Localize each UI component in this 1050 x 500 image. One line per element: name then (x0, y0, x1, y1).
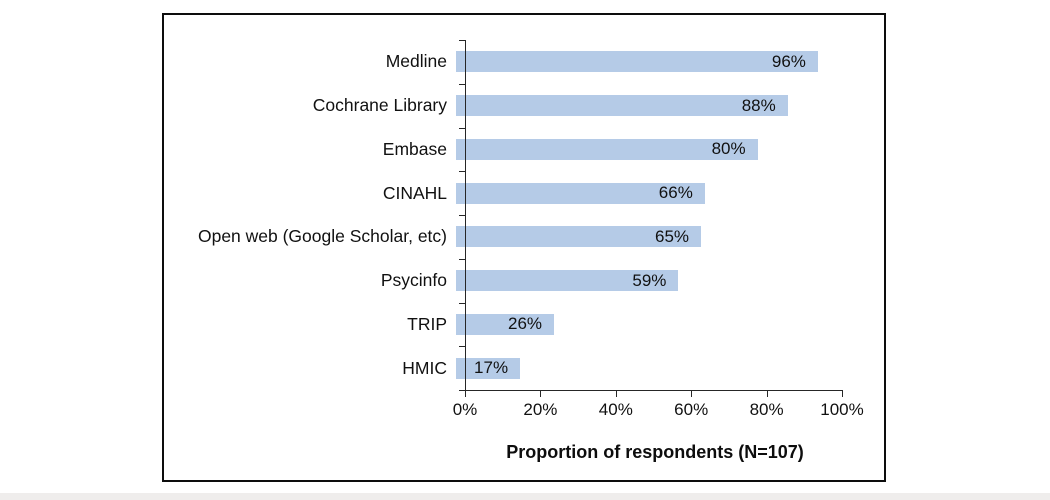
bar: 65% (456, 226, 702, 248)
y-axis-tick (459, 258, 466, 260)
x-axis-tick (540, 390, 542, 397)
bar: 26% (456, 313, 555, 335)
bar-row: HMIC 17% (164, 346, 842, 390)
bar-row: CINAHL 66% (164, 171, 842, 215)
x-axis-tick (766, 390, 768, 397)
category-label: Cochrane Library (312, 95, 447, 116)
bar-track: 17% (456, 357, 833, 379)
bar-track: 65% (456, 226, 833, 248)
bar-row: Psycinfo 59% (164, 259, 842, 303)
value-label: 59% (632, 270, 667, 290)
value-label: 96% (771, 51, 806, 71)
bar: 17% (456, 357, 521, 379)
bar: 96% (456, 51, 818, 73)
bar-row: Open web (Google Scholar, etc) 65% (164, 215, 842, 259)
y-axis-tick (459, 390, 466, 391)
category-label: Psycinfo (380, 270, 447, 291)
bottom-strip (0, 493, 1050, 500)
bar-track: 96% (456, 51, 833, 73)
y-axis-tick (459, 171, 466, 173)
bar-track: 80% (456, 138, 833, 160)
bar: 66% (456, 182, 705, 204)
bar-row: Cochrane Library 88% (164, 84, 842, 128)
category-label: CINAHL (382, 182, 447, 203)
x-axis-tick-label: 40% (598, 400, 633, 419)
x-axis-tick (691, 390, 693, 397)
bar-row: Medline 96% (164, 40, 842, 84)
category-label: TRIP (407, 313, 447, 334)
bar-row: Embase 80% (164, 128, 842, 172)
bar-track: 88% (456, 95, 833, 117)
bar-track: 59% (456, 270, 833, 292)
bar-row: TRIP 26% (164, 303, 842, 347)
category-label: Embase (382, 138, 447, 159)
category-label: Medline (385, 51, 447, 72)
chart-frame: Medline 96% Cochrane Library 88% Embase 80% CI… (162, 13, 886, 482)
x-axis-tick-label: 0% (452, 400, 478, 419)
y-axis-tick (459, 127, 466, 129)
x-axis-title: Proportion of respondents (N=107) (506, 442, 804, 462)
value-label: 80% (711, 139, 746, 159)
y-axis-tick (459, 302, 466, 304)
category-label: HMIC (402, 357, 447, 378)
y-axis-tick (459, 346, 466, 348)
bar-track: 66% (456, 182, 833, 204)
y-axis-tick (459, 40, 466, 41)
bar-track: 26% (456, 313, 833, 335)
x-axis-tick-label: 80% (749, 400, 784, 419)
value-label: 17% (474, 358, 509, 378)
y-axis-tick (459, 215, 466, 216)
value-label: 26% (507, 314, 543, 334)
y-axis-tick (459, 83, 466, 85)
x-axis-tick (842, 390, 843, 397)
bar-rows: Medline 96% Cochrane Library 88% Embase 80% CI… (164, 40, 842, 390)
x-axis-tick-label: 100% (820, 400, 864, 419)
bar: 88% (456, 95, 788, 117)
category-label: Open web (Google Scholar, etc) (197, 226, 447, 247)
value-label: 66% (658, 183, 693, 203)
x-axis-tick-label: 20% (523, 400, 558, 419)
bar: 59% (456, 270, 679, 292)
x-axis-tick (615, 390, 617, 397)
value-label: 88% (741, 95, 776, 115)
value-label: 65% (655, 226, 690, 246)
x-axis-tick-label: 60% (674, 400, 709, 419)
x-axis-tick (465, 390, 466, 397)
bar: 80% (456, 138, 758, 160)
x-axis-line (459, 390, 843, 391)
